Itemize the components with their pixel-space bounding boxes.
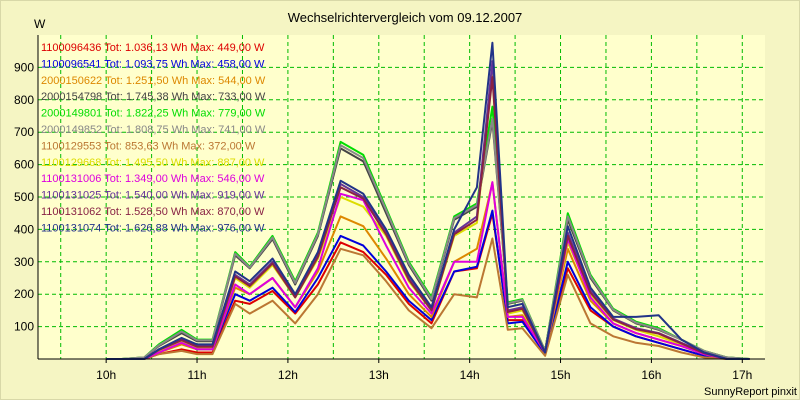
y-tick-labels: 100 200 300 400 500 600 700 800 900 [14, 60, 34, 333]
x-tick-label: 15h [551, 368, 571, 382]
legend-entry: 2000150622 Tot: 1.251,50 Wh Max: 544,00 … [41, 75, 266, 87]
x-tick-label: 16h [641, 368, 661, 382]
legend-entry: 1100096436 Tot: 1.036,13 Wh Max: 449,00 … [41, 42, 265, 54]
y-tick-label: 800 [14, 93, 34, 107]
axes [37, 35, 765, 360]
y-tick-label: 400 [14, 222, 34, 236]
legend-entry: 2000149852 Tot: 1.808,75 Wh Max: 741,00 … [41, 124, 266, 136]
legend-entry: 1100129668 Tot: 1.495,50 Wh Max: 887,00 … [41, 157, 265, 169]
y-tick-label: 100 [14, 320, 34, 334]
series-line-1100131006 [106, 181, 750, 360]
legend-entry: 2000154798 Tot: 1.745,38 Wh Max: 733,00 … [41, 91, 266, 103]
legend-entry: 1100096541 Tot: 1.093,75 Wh Max: 458,00 … [41, 58, 265, 70]
series-line-1100129553 [106, 237, 750, 360]
y-axis-label: W [34, 17, 46, 31]
chart-title: Wechselrichtervergleich vom 09.12.2007 [288, 10, 523, 25]
legend-entry: 1100131062 Tot: 1.528,50 Wh Max: 870,00 … [41, 206, 265, 218]
y-tick-label: 600 [14, 158, 34, 172]
legend-entry: 1100129553 Tot: 853,63 Wh Max: 372,00 W [41, 140, 256, 152]
y-tick-label: 200 [14, 287, 34, 301]
legend-entry: 1100131025 Tot: 1.540,00 Wh Max: 919,00 … [41, 190, 265, 202]
x-tick-label: 10h [96, 368, 116, 382]
y-tick-label: 500 [14, 190, 34, 204]
y-tick-label: 300 [14, 255, 34, 269]
legend-entry: 1100131006 Tot: 1.349,00 Wh Max: 546,00 … [41, 173, 265, 185]
series-line-2000149852 [106, 117, 750, 360]
legend-entry: 1100131074 Tot: 1.626,88 Wh Max: 976,00 … [41, 222, 265, 234]
y-tick-label: 700 [14, 125, 34, 139]
legend: 1100096436 Tot: 1.036,13 Wh Max: 449,00 … [41, 42, 266, 234]
credit-text: SunnyReport pinxit [704, 386, 797, 398]
series-line-1100131062 [106, 76, 750, 360]
x-tick-label: 14h [460, 368, 480, 382]
series-lines [106, 41, 750, 360]
x-tick-label: 11h [187, 368, 206, 382]
x-tick-labels: 10h 11h 12h 13h 14h 15h 16h 17h [96, 359, 752, 382]
x-tick-label: 12h [278, 368, 298, 382]
y-tick-label: 900 [14, 60, 34, 74]
series-line-1100131074 [106, 41, 750, 360]
x-tick-label: 13h [369, 368, 389, 382]
x-tick-label: 17h [732, 368, 752, 382]
legend-entry: 2000149801 Tot: 1.822,25 Wh Max: 779,00 … [41, 108, 266, 120]
